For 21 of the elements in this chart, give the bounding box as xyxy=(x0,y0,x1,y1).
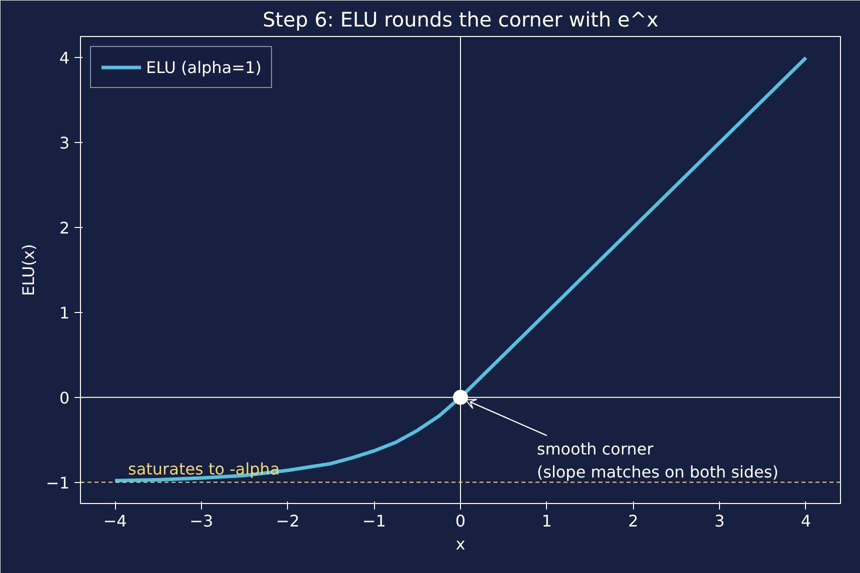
annotation: smooth corner (slope matches on both sides) xyxy=(536,440,778,482)
x-tick-label: 3 xyxy=(714,512,725,530)
y-tick-label: 3 xyxy=(59,134,70,153)
y-tick-label: 1 xyxy=(59,303,70,322)
y-tick-label: −1 xyxy=(46,473,70,492)
y-axis-title: ELU(x) xyxy=(18,244,38,296)
legend-label: ELU (alpha=1) xyxy=(146,58,262,76)
x-tick-label: 0 xyxy=(455,512,466,530)
y-tick-label: 2 xyxy=(59,218,70,238)
ref-line-label: saturates to -alpha xyxy=(128,459,280,478)
x-tick-label: 1 xyxy=(542,512,552,530)
x-tick-label: −2 xyxy=(276,512,300,530)
y-tick-label: 4 xyxy=(59,48,70,68)
x-tick-label: −3 xyxy=(190,512,214,530)
x-tick-label: −4 xyxy=(103,512,127,530)
x-tick-label: 2 xyxy=(628,512,638,530)
chart-title: Step 6: ELU rounds the corner with e^x xyxy=(262,8,659,32)
y-tick-label: 0 xyxy=(59,388,70,408)
x-tick-label: 4 xyxy=(800,512,812,530)
x-tick-label: −1 xyxy=(362,512,386,530)
x-axis-title: x xyxy=(456,534,466,554)
